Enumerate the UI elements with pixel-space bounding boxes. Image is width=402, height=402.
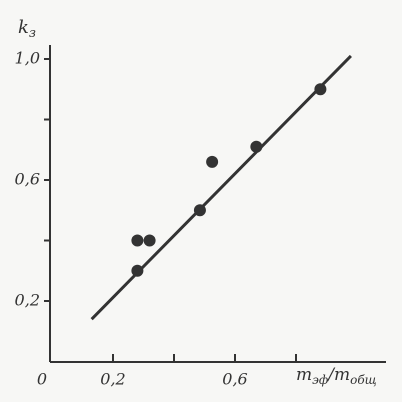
y-tick-label: 1,0 (15, 49, 40, 68)
point (206, 155, 219, 168)
y-label-part: з (29, 26, 36, 41)
y-tick-label: 0,2 (15, 291, 40, 310)
y-axis-label: kз (18, 17, 36, 41)
y-tick-label: 0,6 (15, 170, 40, 189)
x-label-part: /m (326, 365, 350, 385)
point (193, 204, 206, 217)
y-label-part: k (18, 17, 29, 38)
x-label-part: m (296, 365, 312, 385)
x-axis-label: mэф/mобщ (296, 365, 377, 387)
fit-line (90, 54, 352, 321)
x-tick-label: 0,2 (100, 370, 125, 389)
point (143, 234, 156, 247)
x-label-part: эф (312, 373, 328, 387)
point (314, 83, 327, 96)
point (131, 234, 144, 247)
x-label-part: общ (350, 373, 377, 387)
point (250, 140, 263, 153)
x-tick-label: 0 (37, 370, 47, 389)
x-tick-label: 0,6 (222, 370, 247, 389)
point (131, 264, 144, 277)
